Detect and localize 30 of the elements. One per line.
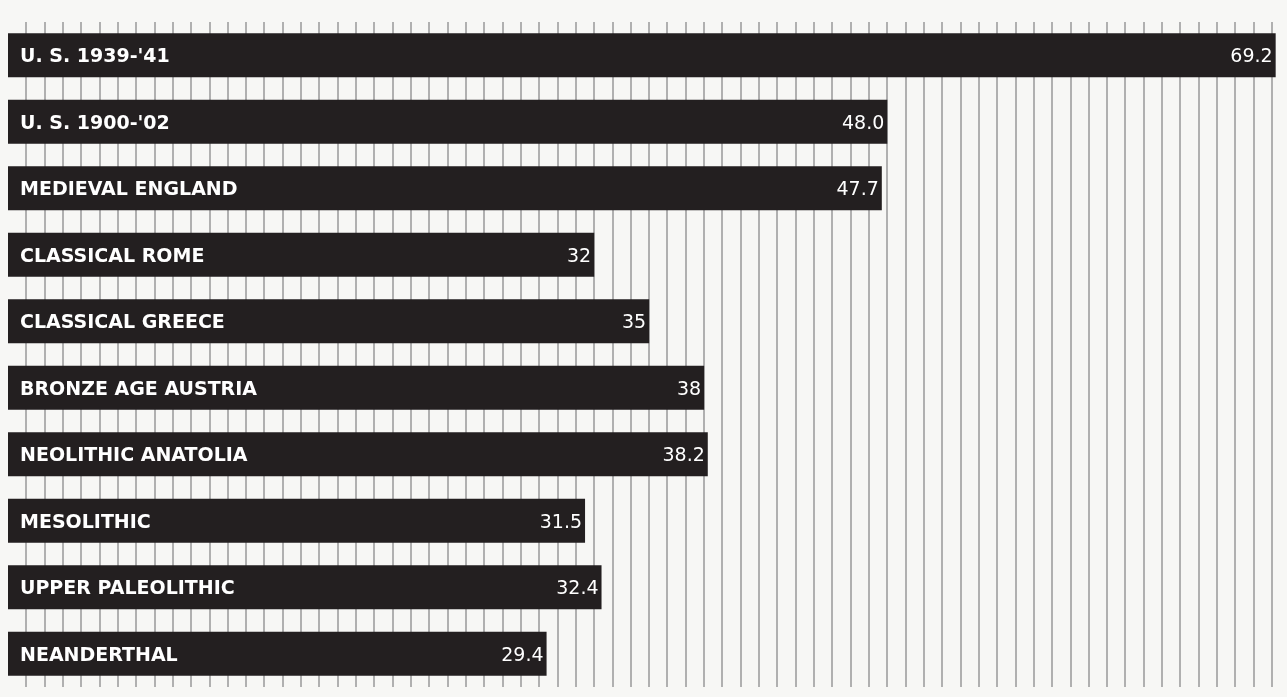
data-label: 35 xyxy=(621,310,647,333)
bar xyxy=(8,565,602,610)
y-tick-label: UPPER PALEOLITHIC xyxy=(20,576,235,598)
y-tick-label: U. S. 1900-'02 xyxy=(20,111,170,133)
bar xyxy=(8,299,650,344)
bar xyxy=(8,498,586,543)
data-label: 31.5 xyxy=(539,509,583,532)
y-tick-label: MEDIEVAL ENGLAND xyxy=(20,177,238,199)
y-tick-label: U. S. 1939-'41 xyxy=(20,44,170,66)
bar xyxy=(8,432,708,477)
y-tick-label: MESOLITHIC xyxy=(20,510,151,532)
data-label: 29.4 xyxy=(501,642,544,665)
y-tick-label: CLASSICAL ROME xyxy=(20,244,205,266)
data-label: 38.2 xyxy=(662,443,705,466)
y-tick-label: BRONZE AGE AUSTRIA xyxy=(20,377,258,399)
data-label: 47.7 xyxy=(836,177,879,200)
data-label: 48.0 xyxy=(842,110,885,133)
bar xyxy=(8,99,888,144)
bar xyxy=(8,166,882,211)
data-label: 32 xyxy=(567,243,592,266)
data-label: 32.4 xyxy=(556,576,599,599)
bar xyxy=(8,33,1276,78)
y-tick-label: CLASSICAL GREECE xyxy=(20,310,225,332)
bar xyxy=(8,631,547,676)
y-tick-label: NEOLITHIC ANATOLIA xyxy=(20,443,248,465)
data-label: 69.2 xyxy=(1230,44,1273,67)
bar xyxy=(8,232,595,277)
data-label: 38 xyxy=(676,376,702,399)
y-tick-label: NEANDERTHAL xyxy=(20,643,178,665)
bar xyxy=(8,365,705,410)
